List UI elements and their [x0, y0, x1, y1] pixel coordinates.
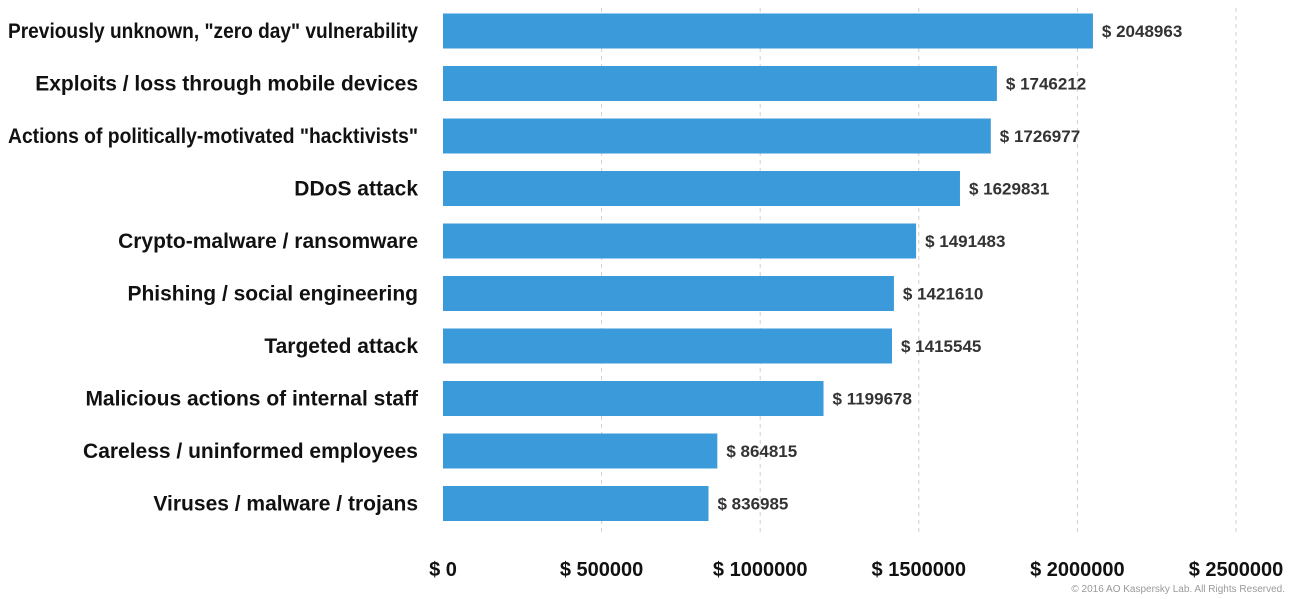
bar-0 — [443, 13, 1093, 49]
category-label-5: Phishing / social engineering — [127, 283, 418, 306]
value-label-8: $ 864815 — [726, 442, 797, 461]
category-label-9: Viruses / malware / trojans — [153, 493, 418, 516]
copyright-notice: © 2016 AO Kaspersky Lab. All Rights Rese… — [1071, 584, 1285, 595]
category-label-0: Previously unknown, "zero day" vulnerabi… — [8, 20, 418, 43]
value-label-4: $ 1491483 — [925, 232, 1005, 251]
category-labels: Previously unknown, "zero day" vulnerabi… — [8, 20, 419, 516]
bar-5 — [443, 276, 894, 311]
category-label-8: Careless / uninformed employees — [83, 440, 418, 463]
bars — [443, 13, 1093, 521]
x-tick-label-1: $ 500000 — [560, 559, 643, 581]
value-label-5: $ 1421610 — [903, 285, 983, 304]
value-label-2: $ 1726977 — [1000, 127, 1080, 146]
bar-3 — [443, 171, 960, 206]
value-label-6: $ 1415545 — [901, 337, 981, 356]
category-label-4: Crypto-malware / ransomware — [118, 230, 418, 253]
x-axis-tick-labels: $ 0 $ 500000 $ 1000000 $ 1500000 $ 2000000 $ … — [429, 559, 1283, 581]
x-tick-label-0: $ 0 — [429, 559, 457, 581]
x-tick-label-2: $ 1000000 — [713, 559, 808, 581]
bar-9 — [443, 486, 709, 521]
value-label-0: $ 2048963 — [1102, 22, 1182, 41]
value-label-9: $ 836985 — [717, 495, 788, 514]
category-label-2: Actions of politically-motivated "hackti… — [8, 125, 418, 148]
x-tick-label-3: $ 1500000 — [872, 559, 967, 581]
value-label-1: $ 1746212 — [1006, 75, 1086, 94]
category-label-1: Exploits / loss through mobile devices — [35, 73, 418, 96]
bar-4 — [443, 223, 917, 259]
bar-6 — [443, 328, 893, 364]
bar-8 — [443, 433, 718, 469]
value-label-3: $ 1629831 — [969, 180, 1049, 199]
x-tick-label-4: $ 2000000 — [1030, 559, 1125, 581]
bar-1 — [443, 66, 997, 101]
category-label-6: Targeted attack — [264, 335, 418, 358]
bar-2 — [443, 118, 991, 154]
x-tick-label-5: $ 2500000 — [1189, 559, 1284, 581]
category-label-3: DDoS attack — [294, 178, 418, 201]
category-label-7: Malicious actions of internal staff — [85, 388, 419, 411]
bar-7 — [443, 381, 824, 416]
value-labels: $ 2048963 $ 1746212 $ 1726977 $ 1629831 $ 14… — [717, 22, 1182, 514]
value-label-7: $ 1199678 — [833, 390, 912, 409]
